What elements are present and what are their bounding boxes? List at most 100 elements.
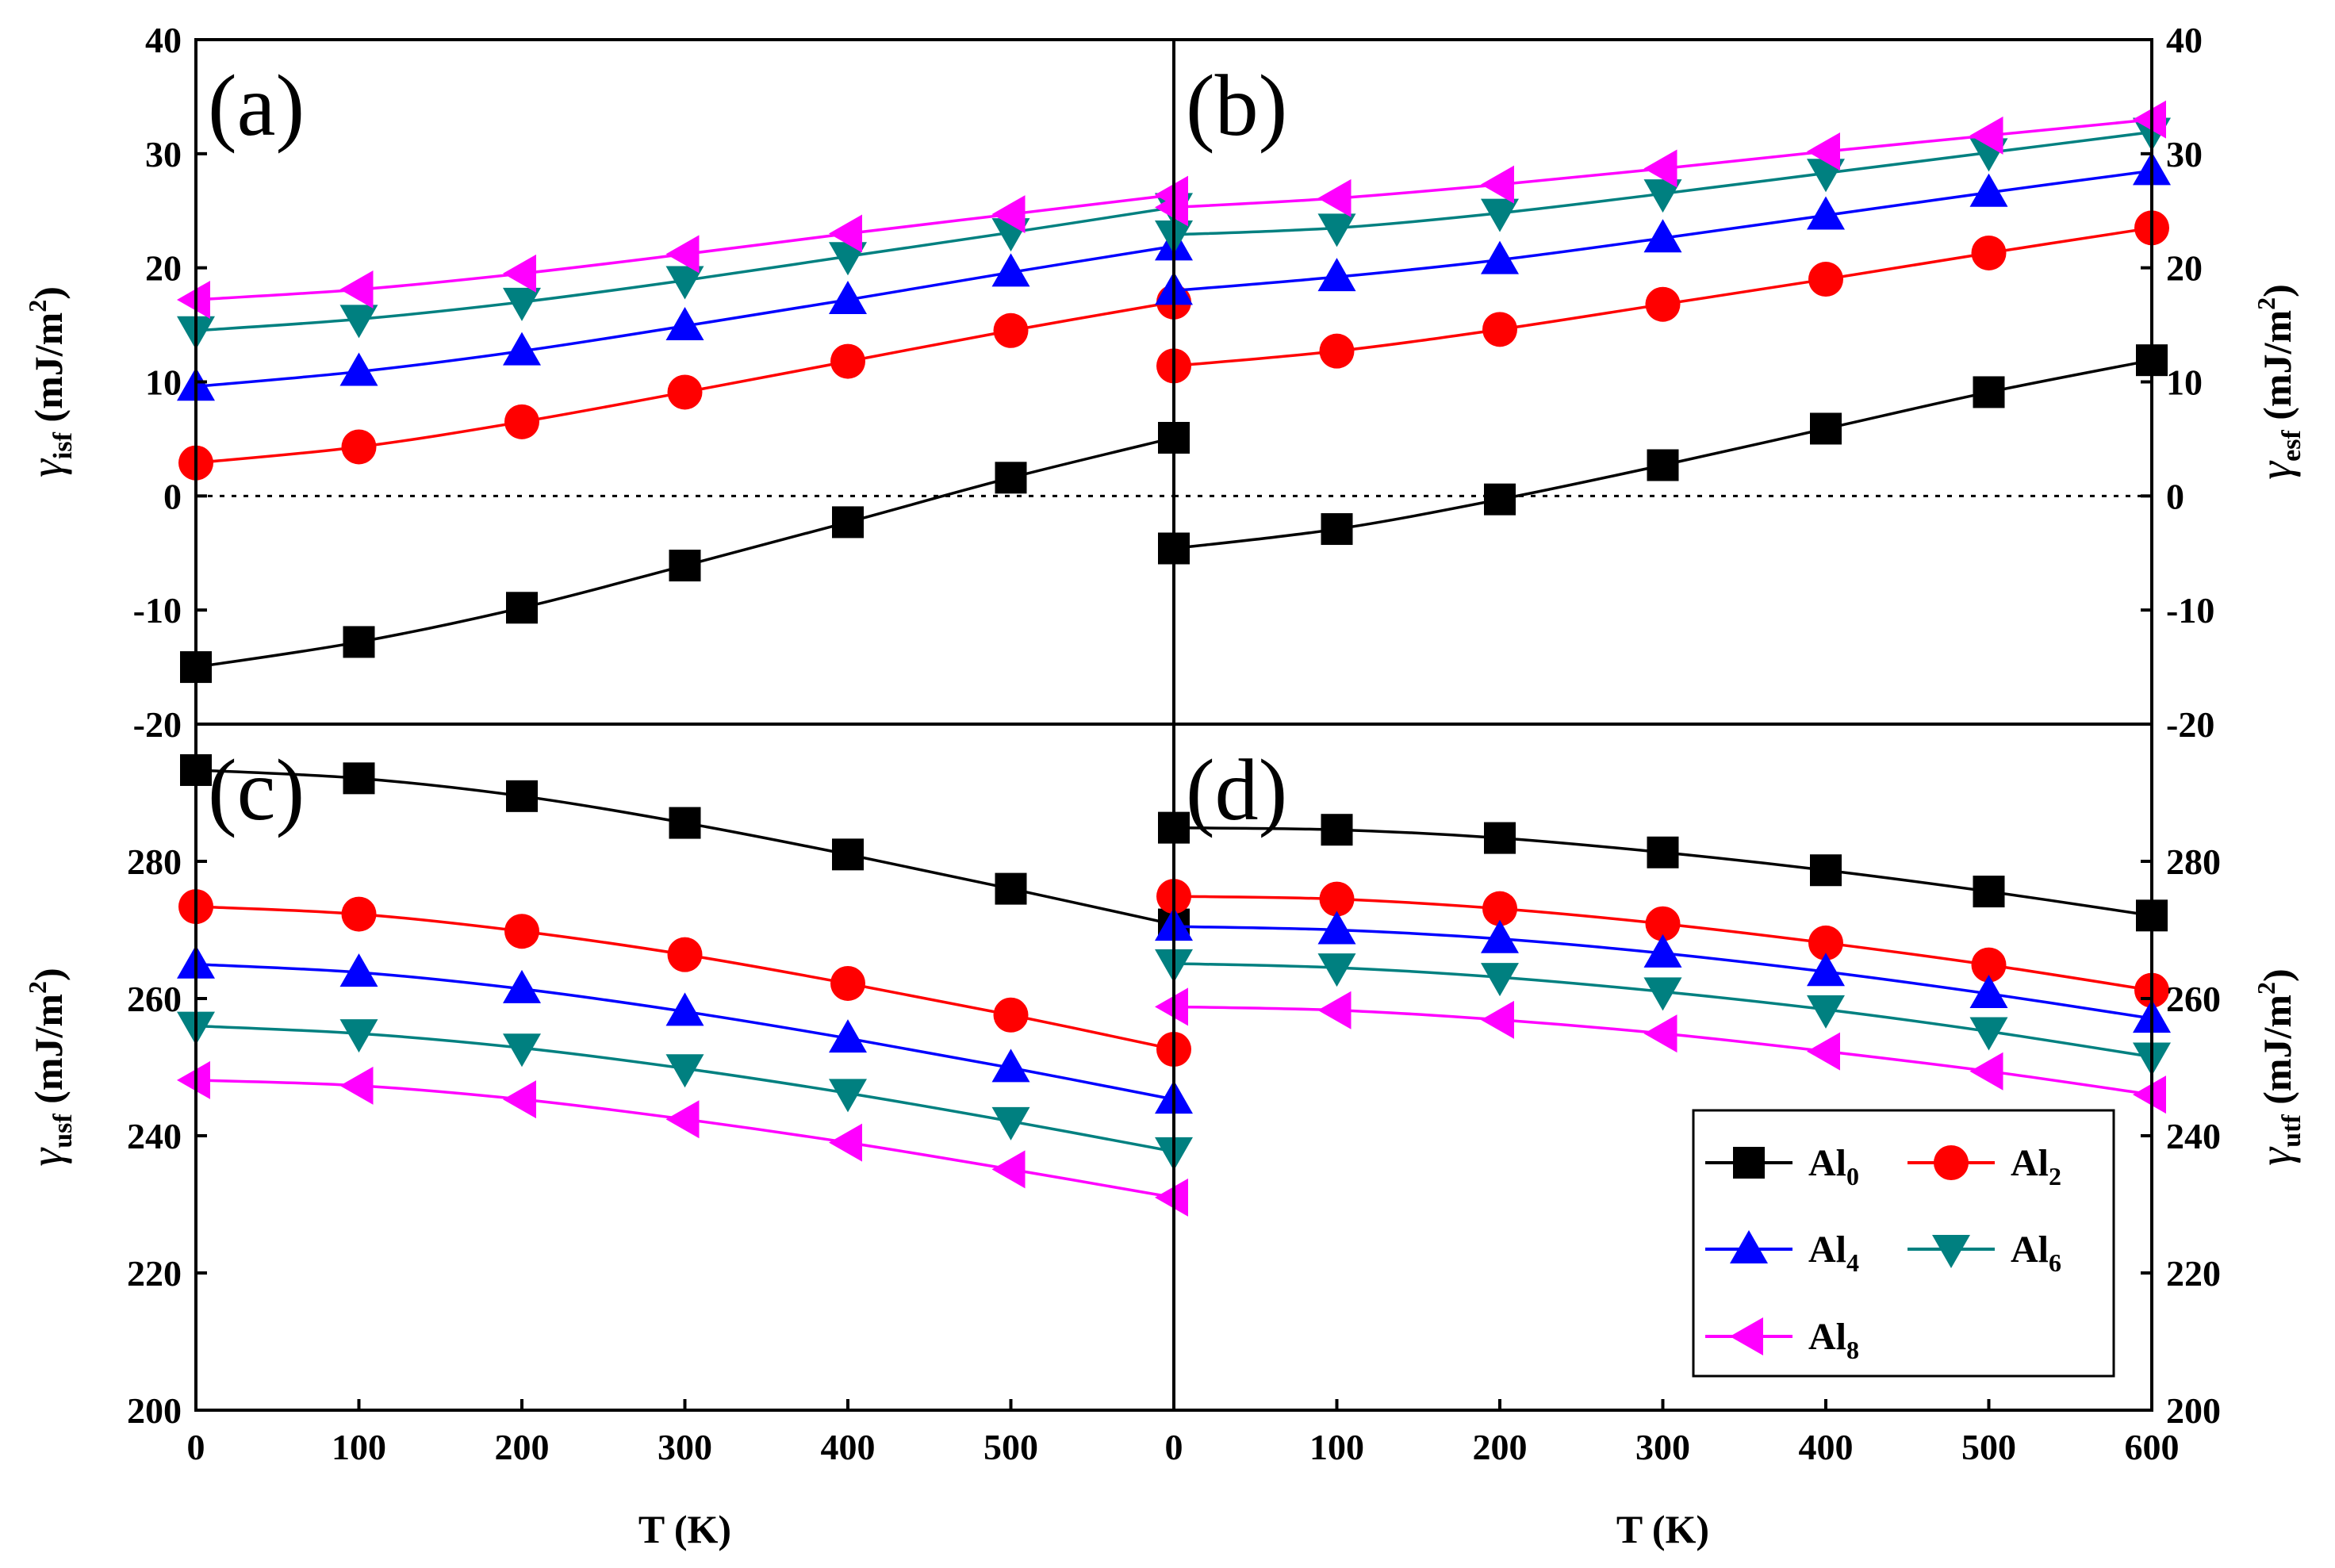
data-point [665, 1054, 704, 1088]
y-tick-label: 30 [2166, 134, 2203, 174]
data-point [1643, 977, 1682, 1011]
data-point [1481, 1000, 1514, 1039]
data-point [1808, 262, 1843, 297]
data-point [1481, 165, 1514, 204]
data-point [1319, 881, 1355, 917]
panel-a: -20 -10 0 10 20 30 40 (a) γisf (mJ/m2) [21, 20, 1193, 745]
y-tick-label: 260 [2166, 979, 2221, 1019]
data-point [1155, 1178, 1188, 1217]
data-point [503, 332, 541, 366]
data-point [1319, 333, 1355, 369]
series-Al2 [178, 889, 1191, 1068]
series-Al4 [1155, 151, 2171, 305]
x-tick-label: 500 [1961, 1427, 2016, 1467]
data-point [1155, 987, 1188, 1026]
data-point [1973, 876, 2005, 908]
data-point [665, 235, 700, 274]
data-point [991, 195, 1026, 234]
x-tick-label: 400 [821, 1427, 876, 1467]
y-tick-label: 240 [127, 1116, 182, 1156]
y-axis-title: γutf (mJ/m2) [2249, 968, 2306, 1165]
data-point [1481, 963, 1519, 997]
data-point [1484, 483, 1516, 516]
panel-d: 200 220 240 260 280 0 100 200 300 400 500 600 T (K) (… [1155, 742, 2306, 1551]
data-point [339, 1019, 378, 1053]
data-point [1810, 412, 1842, 445]
data-point [830, 343, 865, 379]
x-tick-label: 100 [1309, 1427, 1364, 1467]
series-Al8 [177, 175, 1188, 319]
data-point [1317, 991, 1352, 1029]
data-point [343, 626, 375, 658]
series-Al8 [177, 1060, 1188, 1217]
data-point [1481, 919, 1519, 953]
y-tick-label: 20 [145, 248, 182, 289]
panel-label: (b) [1186, 57, 1287, 154]
data-point [503, 969, 541, 1003]
y-axis-title: γisf (mJ/m2) [21, 286, 78, 477]
data-point [339, 270, 374, 309]
x-tick-label: 400 [1799, 1427, 1854, 1467]
data-point [1647, 449, 1679, 481]
data-point [991, 253, 1030, 287]
data-point [1969, 1017, 2008, 1051]
data-point [339, 953, 378, 987]
x-tick-label: 500 [983, 1427, 1038, 1467]
y-tick-label: -20 [2166, 704, 2214, 745]
data-point [991, 1150, 1026, 1189]
data-point [993, 997, 1029, 1033]
y-tick-label: 0 [163, 476, 182, 516]
y-tick-label: 220 [2166, 1253, 2221, 1294]
data-point [829, 242, 867, 276]
data-point [1971, 235, 2007, 270]
data-point [1317, 178, 1352, 217]
data-point [177, 1060, 210, 1099]
data-point [506, 592, 538, 624]
data-point [665, 266, 704, 300]
data-point [2133, 1075, 2166, 1114]
x-tick-label: 600 [2125, 1427, 2180, 1467]
x-tick-label: 300 [1635, 1427, 1690, 1467]
x-tick-label: 100 [332, 1427, 386, 1467]
data-point [1643, 934, 1682, 968]
data-point [1643, 149, 1677, 188]
data-point [1481, 240, 1519, 274]
data-point [1317, 258, 1356, 292]
x-tick-label: 0 [187, 1427, 205, 1467]
series-Al0 [180, 421, 1190, 684]
data-point [665, 1100, 700, 1139]
data-point [1484, 822, 1516, 854]
legend-marker [1730, 1230, 1768, 1263]
panel-label: (d) [1186, 742, 1287, 838]
series-line [195, 1024, 1175, 1153]
data-point [1807, 196, 1845, 230]
data-point [1317, 911, 1356, 945]
data-point [1321, 814, 1353, 846]
data-point [832, 506, 864, 539]
series-Al6 [177, 193, 1193, 350]
data-point [1643, 1014, 1677, 1053]
data-point [1482, 891, 1517, 926]
data-point [995, 462, 1027, 494]
data-point [1973, 376, 2005, 408]
y-tick-label: 40 [2166, 20, 2203, 60]
data-point [339, 305, 378, 339]
legend-label: Al2 [2011, 1142, 2061, 1190]
series-Al8 [1155, 100, 2166, 227]
panel-c: 200 220 240 260 280 0 100 200 300 400 500 T (K) (c) γ… [21, 742, 1193, 1551]
data-point [665, 307, 704, 341]
data-point [1321, 513, 1353, 546]
data-point [503, 287, 541, 321]
data-point [504, 914, 539, 949]
legend-entry-Al0: Al0 [1705, 1142, 1859, 1190]
data-point [503, 1080, 536, 1119]
y-tick-label: 200 [2166, 1390, 2221, 1431]
legend-label: Al4 [1808, 1229, 1859, 1277]
data-point [993, 312, 1029, 348]
series-Al8 [1155, 987, 2166, 1114]
data-point [1482, 312, 1517, 347]
legend-entry-Al4: Al4 [1705, 1229, 1859, 1277]
data-point [504, 404, 539, 439]
panel-b: -20 -10 0 10 20 30 40 (b) γesf (mJ/m2) [1155, 20, 2306, 745]
